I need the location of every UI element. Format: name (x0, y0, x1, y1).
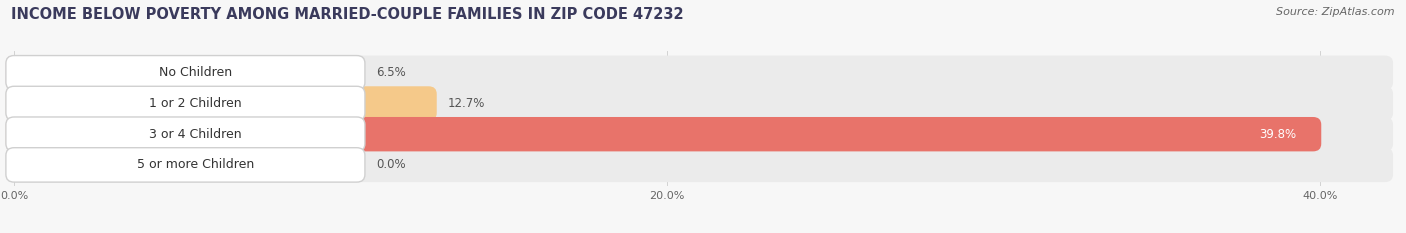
FancyBboxPatch shape (6, 55, 366, 90)
Text: 3 or 4 Children: 3 or 4 Children (149, 128, 242, 141)
Text: 39.8%: 39.8% (1260, 128, 1296, 141)
Text: No Children: No Children (159, 66, 232, 79)
Text: 1 or 2 Children: 1 or 2 Children (149, 97, 242, 110)
FancyBboxPatch shape (6, 148, 366, 182)
Text: INCOME BELOW POVERTY AMONG MARRIED-COUPLE FAMILIES IN ZIP CODE 47232: INCOME BELOW POVERTY AMONG MARRIED-COUPL… (11, 7, 683, 22)
FancyBboxPatch shape (6, 117, 366, 151)
FancyBboxPatch shape (6, 117, 1393, 151)
FancyBboxPatch shape (6, 117, 1322, 151)
FancyBboxPatch shape (6, 55, 1393, 90)
Text: Source: ZipAtlas.com: Source: ZipAtlas.com (1277, 7, 1395, 17)
Text: 0.0%: 0.0% (377, 158, 406, 171)
FancyBboxPatch shape (6, 86, 366, 121)
FancyBboxPatch shape (6, 148, 1393, 182)
FancyBboxPatch shape (6, 55, 235, 90)
FancyBboxPatch shape (6, 86, 437, 121)
FancyBboxPatch shape (6, 86, 1393, 121)
Text: 12.7%: 12.7% (449, 97, 485, 110)
Text: 5 or more Children: 5 or more Children (136, 158, 254, 171)
Text: 6.5%: 6.5% (377, 66, 406, 79)
